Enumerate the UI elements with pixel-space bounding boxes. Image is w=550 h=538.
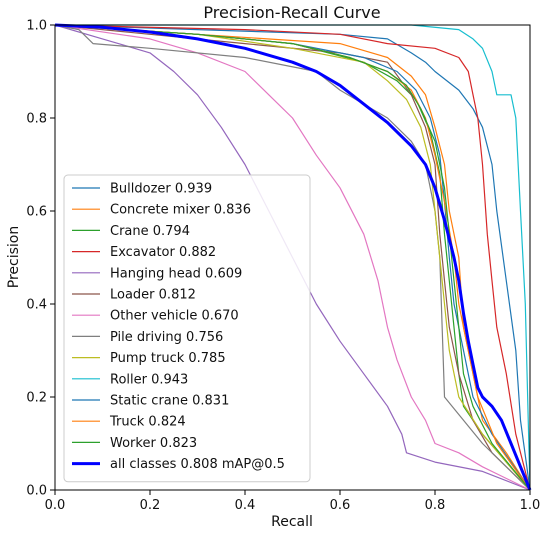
legend-entry-2: Crane 0.794	[110, 224, 190, 239]
legend-entry-5: Loader 0.812	[110, 288, 196, 303]
x-tick-label: 1.0	[520, 498, 541, 513]
legend-entry-3: Excavator 0.882	[110, 245, 216, 260]
plot-frame	[54, 24, 531, 491]
x-tick-label: 0.2	[140, 498, 161, 513]
y-tick-label: 0.4	[26, 298, 47, 313]
series-line-7	[54, 24, 531, 491]
y-tick-label: 1.0	[26, 19, 47, 34]
x-tick-label: 0.6	[330, 498, 351, 513]
legend-entry-7: Pile driving 0.756	[110, 330, 223, 345]
legend-entry-10: Static crane 0.831	[110, 394, 229, 409]
series-line-6	[54, 24, 531, 491]
legend: Bulldozer 0.939 Concrete mixer 0.836 Crane…	[63, 174, 311, 483]
legend-entry-4: Hanging head 0.609	[110, 266, 242, 281]
chart-title: Precision-Recall Curve	[203, 3, 380, 22]
series-line-13	[54, 23, 532, 491]
x-tick-label: 0.8	[425, 498, 446, 513]
x-tick-label: 0.0	[45, 498, 66, 513]
y-tick-label: 0.6	[26, 205, 47, 220]
series-line-5	[54, 24, 531, 491]
series-line-8	[54, 24, 531, 491]
y-tick-label: 0.8	[26, 112, 47, 127]
ticks-layer: 0.0 0.2 0.4 0.6 0.8 1.0 0.0 0.2 0.4 0.6 0.8 1.0	[26, 19, 540, 514]
series-line-0	[54, 24, 531, 491]
legend-entry-9: Roller 0.943	[110, 372, 188, 387]
legend-entry-11: Truck 0.824	[109, 415, 186, 430]
legend-entry-6: Other vehicle 0.670	[110, 309, 239, 324]
series-line-1	[54, 24, 531, 491]
legend-box	[63, 174, 311, 483]
series-line-12	[54, 24, 531, 491]
legend-entry-8: Pump truck 0.785	[110, 351, 226, 366]
series-line-10	[54, 24, 531, 491]
y-tick-label: 0.2	[26, 391, 47, 406]
x-tick-label: 0.4	[235, 498, 256, 513]
x-axis-label: Recall	[271, 514, 313, 530]
legend-entry-12: Worker 0.823	[110, 436, 197, 451]
y-axis-label: Precision	[6, 226, 22, 288]
legend-entry-0: Bulldozer 0.939	[110, 182, 212, 197]
legend-entry-1: Concrete mixer 0.836	[110, 203, 251, 218]
y-tick-label: 0.0	[26, 484, 47, 499]
series-line-3	[54, 24, 531, 491]
series-layer	[54, 23, 532, 491]
legend-entry-13: all classes 0.808 mAP@0.5	[110, 457, 285, 472]
